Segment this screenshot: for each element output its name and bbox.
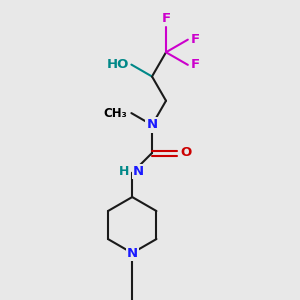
- Text: O: O: [180, 146, 191, 160]
- Text: F: F: [161, 12, 171, 25]
- Text: N: N: [127, 247, 138, 260]
- Text: H: H: [119, 165, 129, 178]
- Text: F: F: [191, 33, 200, 46]
- Text: N: N: [133, 165, 144, 178]
- Text: CH₃: CH₃: [103, 106, 127, 120]
- Text: F: F: [191, 58, 200, 71]
- Text: N: N: [146, 118, 158, 131]
- Text: HO: HO: [107, 58, 129, 71]
